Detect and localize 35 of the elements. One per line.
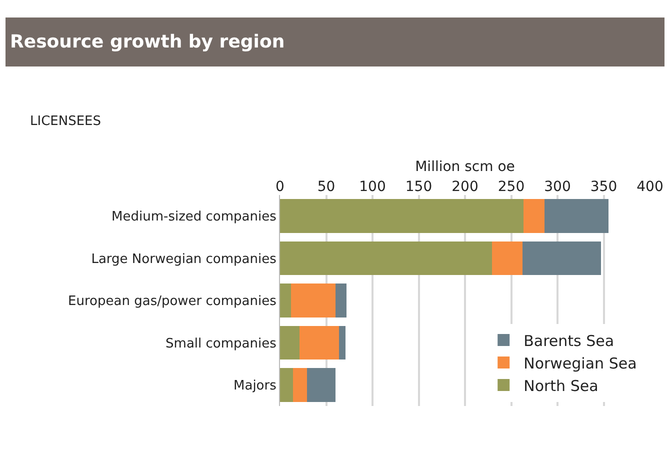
bar — [299, 326, 340, 360]
x-tick-label: 350 — [590, 179, 618, 196]
y-tick-label: Medium-sized companies — [112, 210, 277, 225]
text: LICENSEES — [30, 114, 102, 129]
y-tick-label: Small companies — [166, 336, 277, 352]
x-tick-label: 400 — [636, 179, 664, 196]
x-tick-label: 50 — [317, 179, 336, 196]
bar — [336, 284, 347, 318]
bar — [291, 284, 336, 318]
x-tick-label: 100 — [359, 179, 386, 196]
x-tick-label: 300 — [544, 179, 571, 196]
bar — [280, 326, 300, 360]
chart-title: Resource growth by region — [10, 32, 285, 52]
bar — [544, 199, 608, 233]
legend-label: Barents Sea — [524, 332, 614, 350]
bar — [280, 284, 292, 318]
legend-label: Norwegian Sea — [524, 354, 637, 372]
bar — [306, 368, 336, 402]
x-tick-label: 200 — [452, 179, 478, 196]
legend-label: North Sea — [524, 376, 598, 395]
x-tick-label: 0 — [276, 179, 284, 196]
x-tick-label: 150 — [405, 179, 432, 196]
bar — [280, 368, 293, 402]
x-axis-title: Million scm oe — [415, 158, 515, 175]
bar — [292, 368, 307, 402]
bar — [522, 241, 601, 276]
bar — [523, 199, 545, 233]
bar — [280, 199, 524, 233]
bar — [339, 326, 346, 360]
y-tick-label: European gas/power companies — [68, 294, 277, 310]
bar — [492, 241, 522, 276]
x-tick-label: 250 — [498, 179, 525, 196]
bar — [280, 241, 492, 276]
y-tick-label: Large Norwegian companies — [91, 252, 277, 267]
y-tick-label: Majors — [234, 378, 277, 394]
